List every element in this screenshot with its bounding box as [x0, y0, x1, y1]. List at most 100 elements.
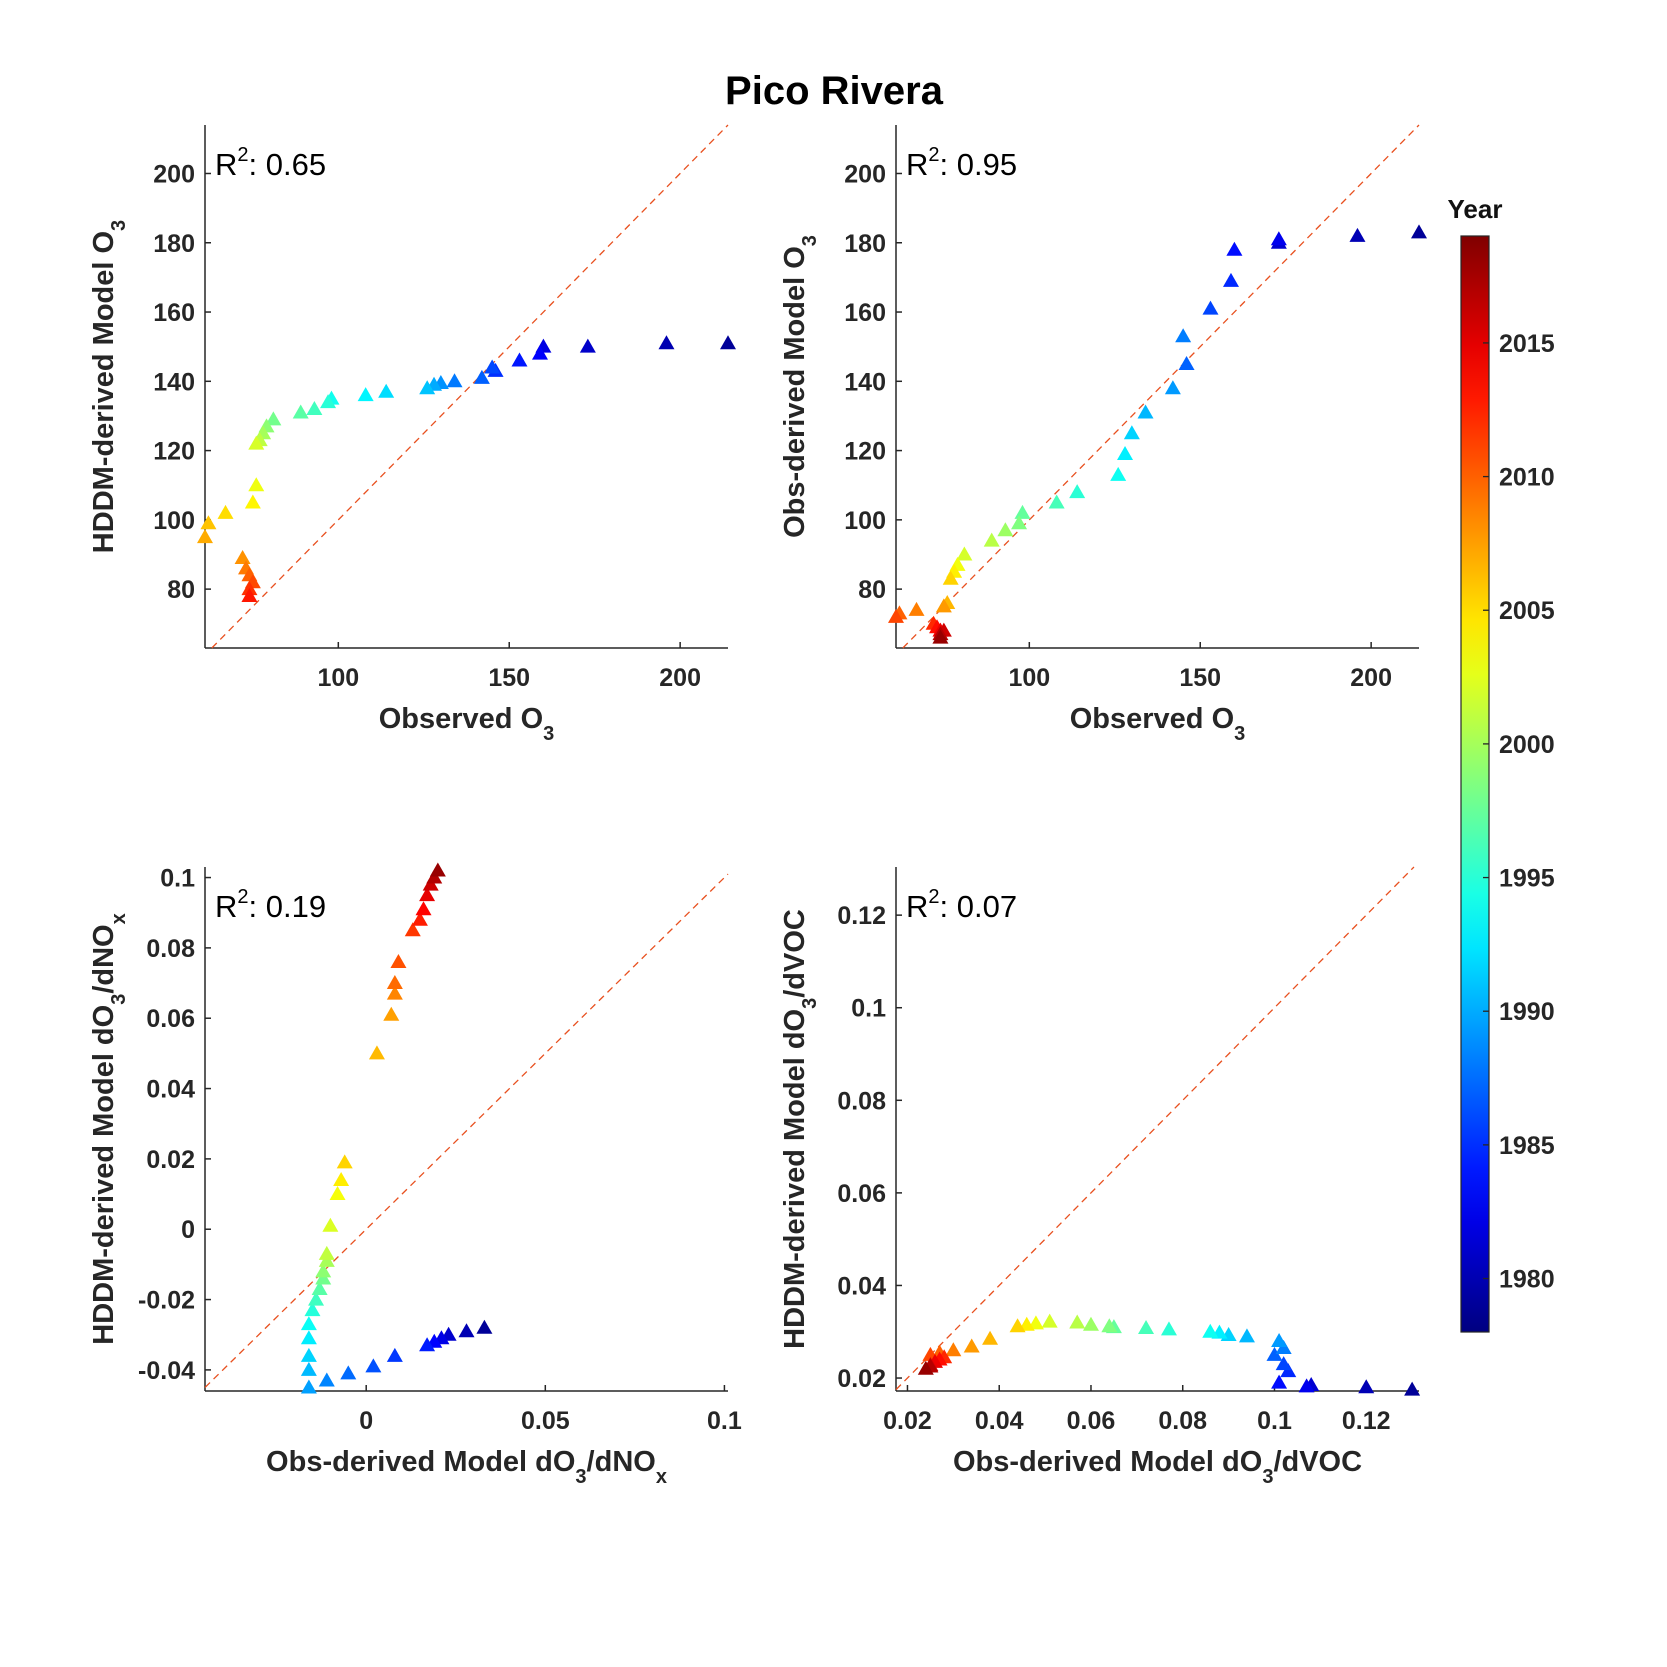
x-tick-label: 100 — [317, 664, 359, 692]
data-point-triangle — [422, 876, 439, 891]
x-axis-label-rest: /dNO — [587, 1446, 656, 1478]
colorbar-tick-label: 1985 — [1499, 1132, 1555, 1160]
x-tick-label: 0.04 — [975, 1407, 1024, 1435]
r-squared-annotation: R2: 0.07 — [906, 886, 1017, 924]
x-axis-label-sub: 3 — [1234, 723, 1245, 745]
data-point-triangle — [292, 404, 309, 419]
data-point-triangle — [357, 387, 374, 402]
data-point-triangle — [473, 369, 490, 384]
data-point-triangle — [908, 601, 925, 616]
x-axis-label-sub: 3 — [575, 1466, 586, 1488]
data-point-triangle — [217, 504, 234, 519]
y-tick-label: 180 — [153, 230, 195, 258]
data-point-triangle — [1202, 1323, 1219, 1338]
data-point-triangle — [318, 1245, 335, 1260]
y-axis-label-sub: 3 — [108, 220, 130, 231]
data-point-triangle — [300, 1361, 317, 1376]
data-point-triangle — [390, 953, 407, 968]
y-tick-label: 100 — [153, 507, 195, 535]
y-axis-label: HDDM-derived Model O3 — [88, 220, 130, 553]
y-axis-label-sub: 3 — [799, 235, 821, 246]
y-axis-label-main: HDDM-derived Model O — [88, 231, 120, 553]
x-axis-label: Obs-derived Model dO3/dVOC — [953, 1446, 1362, 1488]
data-point-triangle — [329, 1186, 346, 1201]
data-point-triangle — [383, 1006, 400, 1021]
x-tick-label: 0 — [359, 1407, 373, 1435]
r-squared-prefix: R — [215, 147, 237, 182]
data-point-triangle — [308, 1291, 325, 1306]
y-tick-label: 120 — [153, 438, 195, 466]
r-squared-value: : 0.07 — [940, 889, 1018, 924]
data-point-triangle — [1164, 380, 1181, 395]
data-point-triangle — [982, 1330, 999, 1345]
data-point-triangle — [720, 335, 736, 350]
data-point-triangle — [368, 1045, 385, 1060]
data-point-triangle — [429, 862, 446, 877]
data-point-triangle — [1275, 1356, 1292, 1371]
data-point-triangle — [265, 411, 282, 426]
y-axis-label-main: HDDM-derived Model dO — [88, 1005, 120, 1345]
colorbar: 1980 1985 1990 1995 2000 2005 2010 2015 Year — [1448, 194, 1555, 1333]
data-point-triangle — [1266, 1346, 1283, 1361]
y-tick-label: 200 — [153, 160, 195, 188]
data-point-triangle — [484, 359, 501, 374]
data-point-triangle — [1358, 1379, 1375, 1394]
r-squared-value: : 0.65 — [249, 147, 327, 182]
data-point-triangle — [1222, 272, 1239, 287]
colorbar-gradient — [1460, 235, 1490, 1333]
subplot-top-left: 100 150 200 80 100 120 140 160 180 200 R2: 0.65 Obs… — [88, 124, 736, 745]
subplot-top-right: 100 150 200 80 100 120 140 160 180 200 R2: 0.95 Obs… — [779, 124, 1427, 745]
data-point-triangle — [1349, 227, 1366, 242]
one-to-one-line — [204, 873, 729, 1388]
y-tick-label: 160 — [153, 299, 195, 327]
data-point-triangle — [1298, 1378, 1315, 1393]
data-point-triangle — [1404, 1381, 1421, 1396]
x-tick-label: 200 — [1350, 664, 1392, 692]
data-point-triangle — [1238, 1328, 1255, 1343]
one-to-one-line — [902, 124, 1420, 649]
colorbar-tick-label: 1980 — [1499, 1266, 1555, 1294]
r-squared-sup: 2 — [237, 886, 248, 908]
x-axis-label: Obs-derived Model dO3/dNOx — [266, 1446, 667, 1488]
y-tick-label: 0.12 — [837, 902, 886, 930]
y-tick-label: 0.02 — [837, 1365, 886, 1393]
data-point-triangle — [932, 629, 949, 644]
data-point-triangle — [446, 373, 463, 388]
data-point-triangle — [1226, 241, 1243, 256]
y-tick-label: -0.02 — [138, 1287, 195, 1315]
figure-title: Pico Rivera — [725, 69, 944, 113]
y-tick-label: 0.1 — [160, 865, 195, 893]
data-point-triangle — [1178, 355, 1195, 370]
data-point-triangle — [241, 588, 258, 603]
data-point-triangle — [1175, 328, 1192, 343]
y-axis-label-main: HDDM-derived Model dO — [779, 1009, 811, 1349]
colorbar-tick-label: 2010 — [1499, 464, 1555, 492]
x-axis-label-main: Obs-derived Model dO — [953, 1446, 1262, 1478]
data-point-triangle — [956, 546, 973, 561]
x-axis-label: Observed O3 — [1070, 703, 1246, 745]
data-point-triangle — [415, 901, 432, 916]
one-to-one-line — [211, 124, 729, 649]
x-tick-label: 0.1 — [1257, 1407, 1292, 1435]
x-tick-label: 0.02 — [883, 1407, 932, 1435]
r-squared-annotation: R2: 0.65 — [215, 144, 326, 182]
y-tick-label: 0.04 — [837, 1272, 886, 1300]
y-tick-label: 180 — [844, 230, 886, 258]
data-point-triangle — [311, 1281, 328, 1296]
x-axis-label-main: Observed O — [1070, 703, 1234, 735]
x-tick-label: 0.1 — [707, 1407, 742, 1435]
y-tick-label: 0.04 — [146, 1076, 195, 1104]
r-squared-annotation: R2: 0.95 — [906, 144, 1017, 182]
x-tick-label: 0.05 — [521, 1407, 570, 1435]
y-axis-label-rest: /dNO — [88, 924, 120, 993]
r-squared-annotation: R2: 0.19 — [215, 886, 326, 924]
data-point-triangle — [340, 1365, 357, 1380]
y-tick-label: 140 — [844, 368, 886, 396]
subplot-bottom-right: 0.02 0.04 0.06 0.08 0.1 0.120.020.040.060.080… — [779, 866, 1421, 1488]
data-point-triangle — [458, 1323, 475, 1338]
data-point-triangle — [1271, 1374, 1288, 1389]
x-axis-label-sub2: x — [656, 1466, 667, 1488]
data-point-triangle — [322, 1217, 339, 1232]
y-tick-label: 200 — [844, 160, 886, 188]
